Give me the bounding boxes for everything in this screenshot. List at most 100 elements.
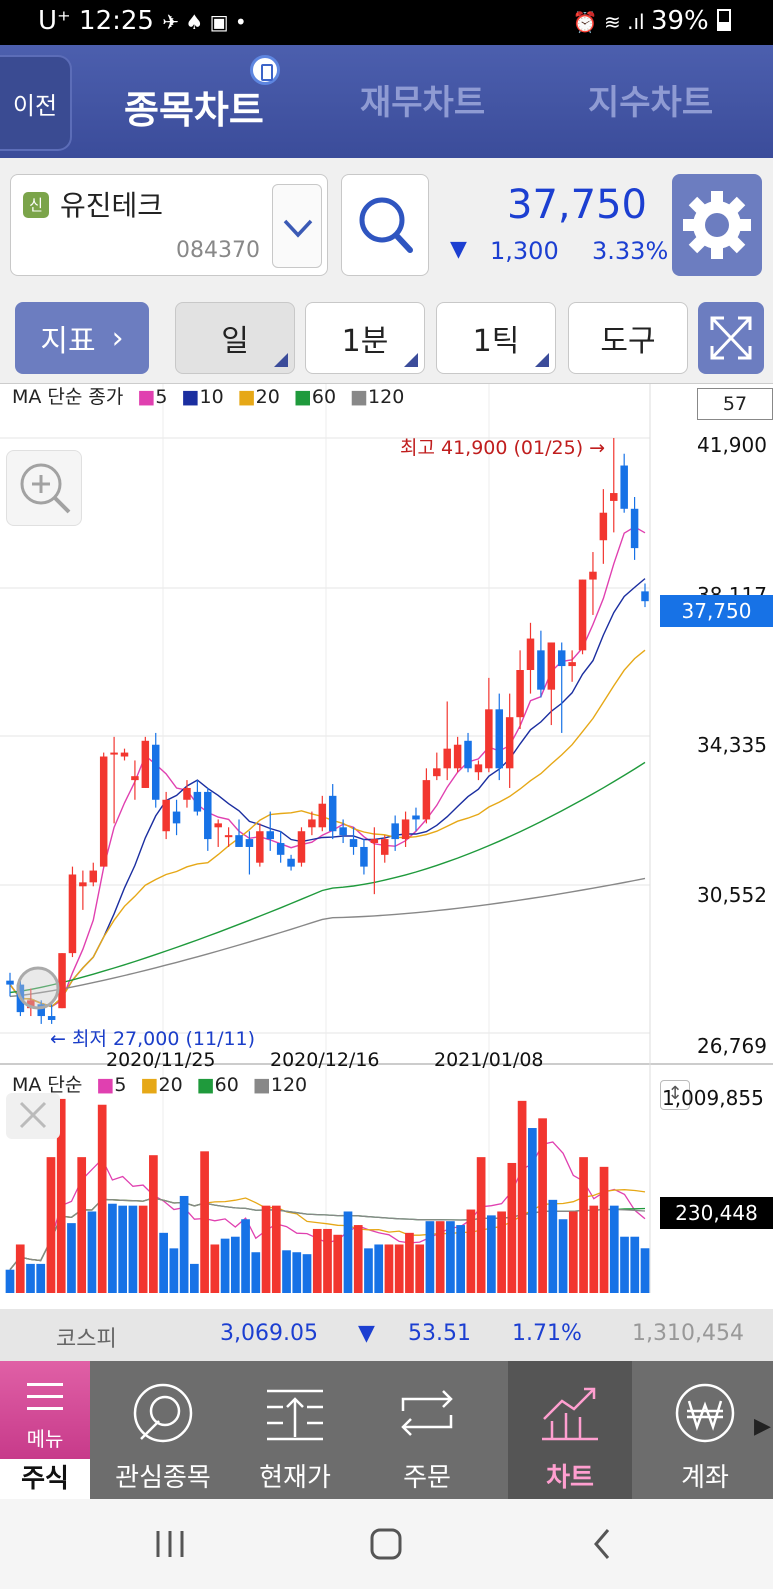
candle — [401, 819, 410, 840]
back-button[interactable]: 이전 — [0, 55, 72, 151]
nav-chart[interactable]: 차트 — [508, 1361, 632, 1499]
battery-level: 39% — [650, 6, 709, 36]
candle — [474, 764, 483, 773]
volume-bar — [179, 1195, 189, 1293]
candle — [235, 835, 243, 847]
candle — [79, 882, 87, 887]
index-ticker-bar[interactable]: 코스피 3,069.05 ▼ 53.51 1.71% 1,310,454 — [0, 1309, 773, 1361]
volume-legend-title: MA 단순 — [12, 1074, 83, 1096]
candle — [99, 756, 108, 867]
candle — [308, 819, 316, 828]
ma10-line — [9, 578, 646, 1008]
stock-tab[interactable]: 주식 — [0, 1459, 90, 1499]
volume-bar — [159, 1232, 168, 1293]
current-price-tag: 37,750 — [660, 595, 773, 627]
new-badge: 신 — [23, 192, 49, 218]
candle — [433, 768, 441, 777]
change-down-icon: ▼ — [450, 237, 467, 262]
price-legend-title: MA 단순 종가 — [12, 386, 124, 408]
volume-bar — [394, 1244, 404, 1293]
volume-bar — [210, 1244, 220, 1293]
ma20-line — [9, 649, 646, 1008]
candle — [505, 717, 514, 769]
volume-bar — [558, 1219, 568, 1293]
nav-account[interactable]: 계좌 — [640, 1361, 770, 1499]
volume-bar — [46, 1157, 56, 1293]
period-tick-button[interactable]: 1틱 — [436, 302, 556, 374]
settings-button[interactable] — [672, 174, 762, 276]
menu-label: 메뉴 — [26, 1427, 64, 1451]
candle — [537, 650, 545, 690]
volume-bar — [128, 1205, 138, 1293]
candle — [412, 815, 420, 820]
tab-financial-chart[interactable]: 재무차트 — [360, 83, 486, 123]
candle — [141, 740, 150, 788]
volume-bar — [435, 1221, 445, 1293]
legend-ma5: 5 — [155, 386, 168, 408]
tab-stock-chart[interactable]: 종목차트 — [124, 88, 264, 132]
home-icon[interactable] — [366, 1525, 406, 1563]
index-down-icon: ▼ — [358, 1321, 375, 1346]
recent-apps-icon[interactable] — [150, 1527, 190, 1561]
period-day-label: 일 — [221, 324, 249, 359]
tools-button[interactable]: 도구 — [568, 302, 688, 374]
phone-badge-icon — [250, 55, 280, 85]
price-change-percent: 3.33% — [592, 237, 669, 265]
chart-icon — [542, 1387, 598, 1441]
nav-order[interactable]: 주문 — [362, 1361, 492, 1499]
tab-index-chart[interactable]: 지수차트 — [588, 83, 714, 123]
y-tick: 30,552 — [697, 883, 767, 907]
volume-bar — [425, 1221, 435, 1293]
index-value: 3,069.05 — [220, 1321, 318, 1346]
volume-bar — [446, 1221, 455, 1293]
candle — [620, 465, 628, 509]
legend-ma120: 120 — [368, 386, 405, 408]
volume-bar — [312, 1228, 322, 1293]
zoom-in-button[interactable] — [6, 450, 82, 526]
candle — [568, 662, 576, 667]
stock-name: 유진테크 — [60, 189, 164, 222]
android-navigation-bar — [0, 1499, 773, 1589]
volume-bar — [538, 1118, 547, 1293]
nav-current-price-label: 현재가 — [259, 1463, 331, 1493]
candle — [495, 709, 504, 769]
volume-bar — [241, 1219, 250, 1293]
volume-bar — [15, 1244, 25, 1293]
volume-bar — [476, 1157, 486, 1293]
candle — [6, 980, 14, 985]
nav-current-price[interactable]: 현재가 — [230, 1361, 360, 1499]
stock-dropdown-button[interactable] — [272, 184, 322, 268]
close-icon — [19, 1101, 47, 1129]
menu-button[interactable]: 메뉴 — [0, 1361, 90, 1459]
volume-bar — [108, 1203, 117, 1293]
back-icon[interactable] — [588, 1525, 618, 1563]
fullscreen-button[interactable] — [698, 302, 764, 374]
candle — [120, 752, 129, 757]
indicator-button[interactable]: 지표 › — [15, 302, 149, 374]
search-icon — [359, 197, 413, 253]
nav-more-arrow-icon[interactable]: ▶ — [754, 1414, 771, 1439]
candle — [37, 1004, 45, 1017]
candle — [349, 839, 358, 847]
period-minute-button[interactable]: 1분 — [305, 302, 425, 374]
close-volume-button[interactable] — [6, 1093, 60, 1139]
period-day-button[interactable]: 일 — [175, 302, 295, 374]
volume-bar — [353, 1225, 363, 1293]
volume-bar — [487, 1215, 496, 1293]
candle-count-box[interactable]: 57 — [697, 388, 773, 420]
volume-bar — [630, 1236, 640, 1293]
candle — [266, 831, 274, 840]
candle — [297, 831, 306, 863]
candle — [58, 953, 66, 1009]
candle — [256, 831, 264, 863]
nav-watchlist[interactable]: 관심종목 — [98, 1361, 228, 1499]
candle — [162, 799, 170, 832]
price-volume-chart[interactable] — [0, 384, 773, 1309]
ma5-line — [9, 526, 646, 1008]
volume-bar — [200, 1151, 209, 1293]
search-button[interactable] — [341, 174, 429, 276]
nav-order-label: 주문 — [403, 1463, 451, 1493]
x-tick: 2020/12/16 — [270, 1049, 380, 1071]
resize-handle-icon[interactable]: ↕ — [660, 1080, 690, 1110]
candle — [516, 670, 524, 718]
